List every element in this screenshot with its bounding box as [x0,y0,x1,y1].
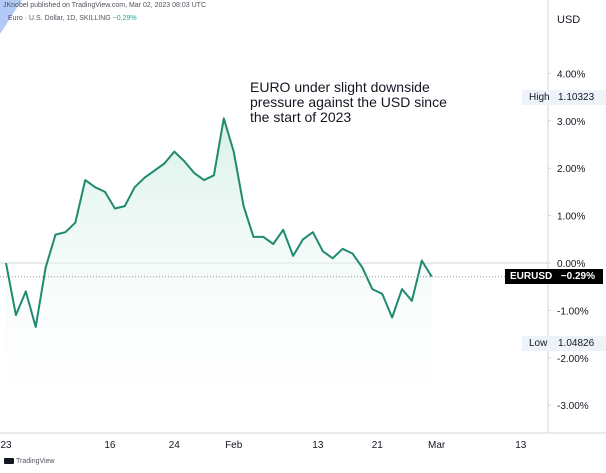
x-tick-label: 24 [169,440,181,451]
currency-label: USD [557,14,581,26]
current-symbol: EURUSD [510,271,553,282]
legend-symbol: Euro · U.S. Dollar, 1D, SKILLING [8,15,111,22]
high-label: High [529,92,550,103]
tradingview-brand: TradingView [16,458,55,465]
symbol-legend[interactable]: Euro · U.S. Dollar, 1D, SKILLING −0.29% [8,15,137,22]
y-tick-label: -1.00% [557,306,589,317]
legend-change: −0.29% [112,15,137,22]
x-tick-label: Mar [428,440,446,451]
corner-marker [0,0,22,34]
chart-annotation: EURO under slight downside pressure agai… [250,79,447,125]
series-line [5,117,433,328]
low-price-tag: Low 1.04826 [522,336,606,351]
y-tick-label: 3.00% [557,117,585,128]
y-tick-label: -2.00% [557,354,589,365]
low-value: 1.04826 [558,338,595,349]
y-tick-label: -3.00% [557,401,589,412]
high-price-tag: High 1.10323 [522,90,606,105]
high-value: 1.10323 [558,92,595,103]
x-tick-label: 21 [372,440,384,451]
publisher-text: JKnobel published on TradingView.com, Ma… [3,2,206,9]
y-tick-label: 2.00% [557,164,585,175]
tradingview-logo-icon [4,458,14,464]
low-label: Low [529,338,548,349]
x-tick-label: 16 [104,440,116,451]
tradingview-footer[interactable]: TradingView [4,458,55,465]
y-tick-label: 1.00% [557,212,585,223]
y-tick-label: 4.00% [557,69,585,80]
y-tick-label: 0.00% [557,259,585,270]
x-tick-label: 13 [312,440,324,451]
current-price-tag: EURUSD −0.29% [505,269,603,284]
current-change: −0.29% [560,271,595,282]
x-tick-label: 13 [515,440,527,451]
x-tick-label: Feb [225,440,243,451]
series-area [6,118,432,434]
x-tick-label: 23 [0,440,12,451]
